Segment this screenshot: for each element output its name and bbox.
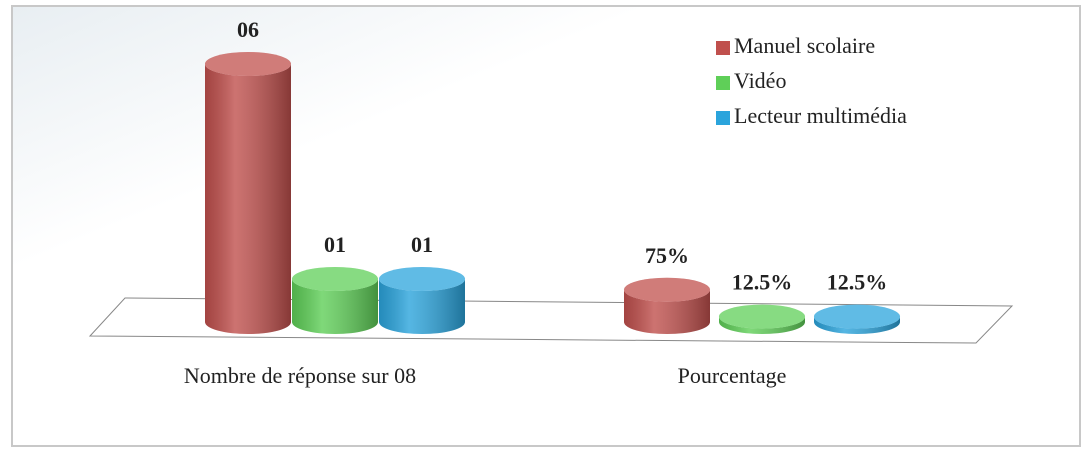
frame bbox=[11, 5, 1081, 447]
bar-top-light bbox=[814, 304, 900, 329]
legend-swatch bbox=[716, 76, 730, 90]
bar-top bbox=[719, 304, 805, 329]
data-label: 75% bbox=[645, 243, 689, 268]
bar-top-light bbox=[624, 277, 710, 302]
data-label: 12.5% bbox=[732, 270, 793, 295]
bar-top bbox=[205, 52, 291, 76]
x-tick-label: Nombre de réponse sur 08 bbox=[184, 363, 416, 388]
data-label: 01 bbox=[411, 232, 433, 257]
data-label: 01 bbox=[324, 232, 346, 257]
legend-label: Manuel scolaire bbox=[734, 33, 875, 58]
bar-top-light bbox=[719, 304, 805, 329]
bar-shade bbox=[292, 279, 378, 334]
data-label: 12.5% bbox=[827, 270, 888, 295]
bar-shade bbox=[719, 316, 805, 334]
bar-top-light bbox=[292, 267, 378, 291]
bar-top bbox=[292, 267, 378, 291]
bar-top-light bbox=[379, 267, 465, 291]
data-label: 06 bbox=[237, 17, 259, 42]
bar-top bbox=[624, 277, 710, 302]
bar-shade bbox=[624, 289, 710, 334]
legend-swatch bbox=[716, 111, 730, 125]
bar-top-light bbox=[205, 52, 291, 76]
legend-label: Lecteur multimédia bbox=[734, 103, 907, 128]
bar-shade bbox=[379, 279, 465, 334]
legend-label: Vidéo bbox=[734, 68, 786, 93]
bar-shade bbox=[205, 64, 291, 334]
x-tick-label: Pourcentage bbox=[678, 363, 787, 388]
legend-swatch bbox=[716, 41, 730, 55]
bar-shade bbox=[814, 316, 900, 334]
bar-top bbox=[379, 267, 465, 291]
bar-top bbox=[814, 304, 900, 329]
